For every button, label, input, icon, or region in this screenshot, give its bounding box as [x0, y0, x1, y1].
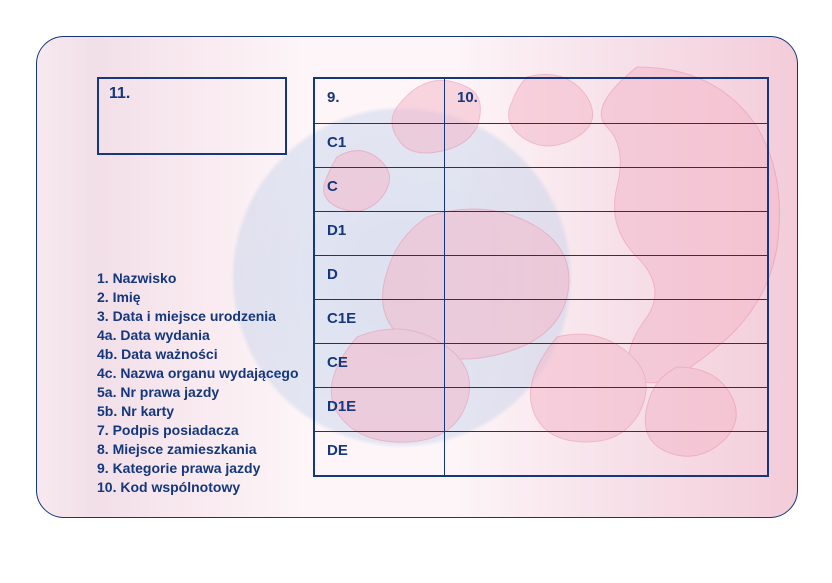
field-legend: 1. Nazwisko 2. Imię 3. Data i miejsce ur…: [97, 269, 299, 497]
legend-line: 3. Data i miejsce urodzenia: [97, 307, 299, 326]
legend-line: 10. Kod wspólnotowy: [97, 478, 299, 497]
legend-line: 5a. Nr prawa jazdy: [97, 383, 299, 402]
category-cell: DE: [315, 432, 445, 475]
legend-line: 4b. Data ważności: [97, 345, 299, 364]
table-row: D1: [315, 211, 767, 255]
legend-line: 4c. Nazwa organu wydającego: [97, 364, 299, 383]
table-header-row: 9. 10.: [315, 79, 767, 123]
categories-table: 9. 10. C1 C D1 D C1E CE D1E: [313, 77, 769, 477]
value-cell: [445, 300, 767, 343]
table-row: C1: [315, 123, 767, 167]
category-cell: C: [315, 168, 445, 211]
table-row: C: [315, 167, 767, 211]
legend-line: 1. Nazwisko: [97, 269, 299, 288]
value-cell: [445, 124, 767, 167]
category-cell: C1: [315, 124, 445, 167]
legend-line: 9. Kategorie prawa jazdy: [97, 459, 299, 478]
value-cell: [445, 432, 767, 475]
legend-line: 4a. Data wydania: [97, 326, 299, 345]
table-row: D1E: [315, 387, 767, 431]
value-cell: [445, 388, 767, 431]
legend-line: 2. Imię: [97, 288, 299, 307]
table-row: CE: [315, 343, 767, 387]
category-cell: D1: [315, 212, 445, 255]
header-col-10: 10.: [445, 79, 767, 123]
field-11-box: 11.: [97, 77, 287, 155]
table-row: D: [315, 255, 767, 299]
value-cell: [445, 256, 767, 299]
table-row: C1E: [315, 299, 767, 343]
value-cell: [445, 344, 767, 387]
category-cell: CE: [315, 344, 445, 387]
table-row: DE: [315, 431, 767, 475]
value-cell: [445, 212, 767, 255]
license-card-back: 11. 1. Nazwisko 2. Imię 3. Data i miejsc…: [36, 36, 798, 518]
legend-line: 8. Miejsce zamieszkania: [97, 440, 299, 459]
legend-line: 5b. Nr karty: [97, 402, 299, 421]
category-cell: C1E: [315, 300, 445, 343]
value-cell: [445, 168, 767, 211]
category-cell: D1E: [315, 388, 445, 431]
category-cell: D: [315, 256, 445, 299]
field-11-label: 11.: [109, 85, 130, 102]
legend-line: 7. Podpis posiadacza: [97, 421, 299, 440]
header-col-9: 9.: [315, 79, 445, 123]
